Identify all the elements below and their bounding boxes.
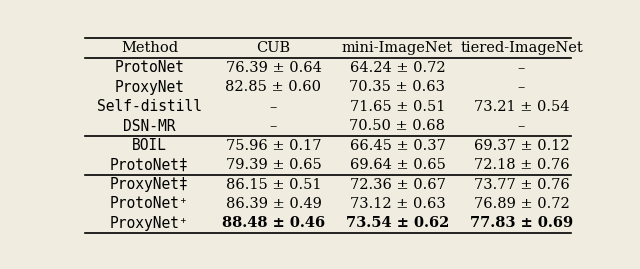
Text: 86.39 ± 0.49: 86.39 ± 0.49 [225,197,321,211]
Text: 88.48 ± 0.46: 88.48 ± 0.46 [222,217,325,231]
Text: 72.36 ± 0.67: 72.36 ± 0.67 [349,178,445,192]
Text: 82.85 ± 0.60: 82.85 ± 0.60 [225,80,321,94]
Text: BOIL: BOIL [132,138,167,153]
Text: Method: Method [121,41,178,55]
Text: 70.35 ± 0.63: 70.35 ± 0.63 [349,80,445,94]
Text: 79.39 ± 0.65: 79.39 ± 0.65 [225,158,321,172]
Text: ProtoNet⁺: ProtoNet⁺ [110,196,189,211]
Text: ProxyNet‡: ProxyNet‡ [110,177,189,192]
Text: ProxyNet⁺: ProxyNet⁺ [110,216,189,231]
Text: 75.96 ± 0.17: 75.96 ± 0.17 [226,139,321,153]
Text: 76.39 ± 0.64: 76.39 ± 0.64 [225,61,321,75]
Text: 69.64 ± 0.65: 69.64 ± 0.65 [349,158,445,172]
Text: 72.18 ± 0.76: 72.18 ± 0.76 [474,158,569,172]
Text: 77.83 ± 0.69: 77.83 ± 0.69 [470,217,573,231]
Text: 69.37 ± 0.12: 69.37 ± 0.12 [474,139,569,153]
Text: 76.89 ± 0.72: 76.89 ± 0.72 [474,197,570,211]
Text: CUB: CUB [257,41,291,55]
Text: –: – [269,119,277,133]
Text: –: – [518,61,525,75]
Text: 66.45 ± 0.37: 66.45 ± 0.37 [349,139,445,153]
Text: 73.21 ± 0.54: 73.21 ± 0.54 [474,100,569,114]
Text: 70.50 ± 0.68: 70.50 ± 0.68 [349,119,445,133]
Text: ProxyNet: ProxyNet [115,80,184,95]
Text: ProtoNet‡: ProtoNet‡ [110,158,189,172]
Text: mini-ImageNet: mini-ImageNet [342,41,453,55]
Text: –: – [518,119,525,133]
Text: –: – [269,100,277,114]
Text: 73.77 ± 0.76: 73.77 ± 0.76 [474,178,570,192]
Text: Self-distill: Self-distill [97,99,202,114]
Text: –: – [518,80,525,94]
Text: 86.15 ± 0.51: 86.15 ± 0.51 [226,178,321,192]
Text: 64.24 ± 0.72: 64.24 ± 0.72 [349,61,445,75]
Text: tiered-ImageNet: tiered-ImageNet [460,41,583,55]
Text: ProtoNet: ProtoNet [115,60,184,75]
Text: DSN-MR: DSN-MR [123,119,176,134]
Text: 71.65 ± 0.51: 71.65 ± 0.51 [349,100,445,114]
Text: 73.54 ± 0.62: 73.54 ± 0.62 [346,217,449,231]
Text: 73.12 ± 0.63: 73.12 ± 0.63 [349,197,445,211]
